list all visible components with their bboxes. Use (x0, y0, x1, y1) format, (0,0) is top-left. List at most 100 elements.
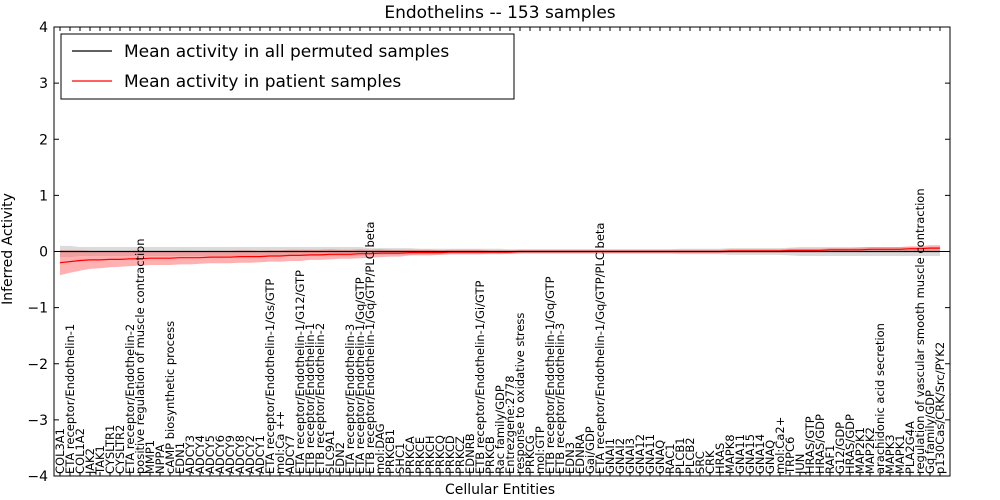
x-tick-label: HRAS/GDP (843, 414, 857, 474)
x-tick-label: GNA12 (633, 434, 647, 474)
x-tick-label: EDN3 (563, 442, 577, 474)
x-tick-label: G12/GDP (833, 422, 847, 474)
x-tick-label: TAK1 (93, 445, 107, 475)
legend-box (60, 33, 515, 100)
x-tick-label: GNA11 (643, 434, 657, 474)
x-tick-label: JUN (793, 454, 807, 475)
x-tick-label: CRK (703, 450, 717, 474)
x-tick-label: PRKCH (423, 435, 437, 474)
x-tick-label: ETB receptor/Endothelin-2 (313, 323, 327, 474)
x-tick-label: NPPA (153, 444, 167, 474)
x-tick-label: CYSLTR2 (113, 425, 127, 474)
x-tick-label: ETB receptor/Endothelin-1/Gq/GTP/PLC bet… (363, 222, 377, 474)
x-tick-label: mol:Ca2+ (773, 417, 787, 474)
x-tick-label: MAP2K1 (853, 427, 867, 474)
x-tick-label: regulation of vascular smooth muscle con… (913, 188, 927, 474)
x-tick-label: Gai/GDP (583, 426, 597, 474)
y-tick-label: 4 (39, 20, 48, 36)
x-tick-label: EDNRB (463, 433, 477, 474)
x-tick-label: JAK2 (83, 448, 97, 475)
x-tick-label: response to oxidative stress (513, 313, 527, 474)
x-tick-label: PLCB2 (683, 437, 697, 474)
x-tick-label: ETB receptor/Endothelin-3 (553, 323, 567, 474)
x-tick-label: SLC9A1 (323, 430, 337, 474)
x-tick-label: HRAS/GTP (803, 416, 817, 474)
x-tick-label: ADCY9 (223, 435, 237, 474)
x-tick-label: ADCY1 (253, 435, 267, 474)
x-tick-label: EDN1 (173, 442, 187, 474)
x-tick-label: PRKCB1 (383, 429, 397, 474)
x-tick-label: RAF1 (823, 445, 837, 474)
x-tick-label: PRKCQ (433, 435, 447, 474)
x-tick-label: arachidonic acid secretion (873, 323, 887, 474)
x-tick-label: EDNRA (573, 434, 587, 474)
x-tick-label: GNAI2 (613, 438, 627, 474)
x-tick-label: SRC (693, 451, 707, 474)
x-tick-label: ETA receptor/Endothelin-1/Gq/GTP (353, 277, 367, 474)
chart-title: Endothelins -- 153 samples (384, 3, 615, 23)
x-tick-label: GNAQ (763, 440, 777, 474)
x-tick-label: MAPK3 (883, 434, 897, 474)
legend-label-permuted: Mean activity in all permuted samples (124, 42, 449, 62)
y-tick-label: 3 (39, 76, 48, 92)
x-tick-label: Rac family/GDP (493, 385, 507, 474)
x-tick-label: ADCY8 (233, 435, 247, 474)
x-tick-label: ETA receptor/Endothelin-1/Gs/GTP (263, 279, 277, 474)
x-tick-label: MAPK1 (893, 434, 907, 474)
x-tick-label: ETB receptor/Endothelin-1/Gq/GTP (543, 276, 557, 474)
x-tick-label: PRKCG (523, 435, 537, 474)
x-axis-label: Cellular Entities (445, 482, 555, 498)
y-tick-label: 0 (39, 245, 48, 261)
x-tick-label: RAC1 (663, 443, 677, 474)
x-tick-label: SHC1 (393, 443, 407, 474)
x-tick-label: ADCY6 (213, 435, 227, 474)
x-tick-label: CYSLTR1 (103, 425, 117, 474)
x-tick-label: cAMP biosynthetic process (163, 321, 177, 474)
x-tick-label: GNA15 (743, 434, 757, 474)
x-tick-label: positive regulation of muscle contractio… (133, 238, 147, 474)
x-tick-label: MMP1 (143, 440, 157, 474)
x-tick-label: PRKCD (443, 435, 457, 474)
x-tick-label: GNA14 (753, 434, 767, 474)
x-tick-label: PRKCE (413, 437, 427, 474)
x-tick-label: GNAI3 (623, 438, 637, 474)
x-tick-label: ETB receptor/Endothelin-1/Gi/GTP (473, 280, 487, 474)
x-tick-label: ETA receptor/Endothelin-3 (343, 324, 357, 474)
y-tick-label: 2 (39, 132, 48, 148)
band-series-1 (60, 245, 940, 276)
x-tick-label: ETA receptor/Endothelin-1/Gq/GTP/PLC bet… (593, 223, 607, 474)
y-axis-label: Inferred Activity (0, 193, 16, 305)
x-tick-label: ETA receptor/Endothelin-1 (63, 324, 77, 474)
x-tick-label: ADCY4 (193, 435, 207, 474)
y-tick-label: −3 (27, 413, 48, 429)
x-tick-label: PLCB1 (673, 437, 687, 474)
legend: Mean activity in all permuted samples Me… (60, 33, 515, 100)
x-tick-label: PRKCB (483, 436, 497, 474)
x-tick-label: GNAI1 (603, 438, 617, 474)
x-tick-label: ADCY3 (183, 435, 197, 474)
x-tick-label: mol:Ca ++ (273, 411, 287, 474)
x-tick-label: p130Cas/CRK/Src/PYK2 (933, 342, 947, 474)
x-tick-label: Gq family/GDP (923, 390, 937, 474)
y-axis-ticks: −4 −3 −2 −1 0 1 2 3 4 (27, 20, 950, 485)
x-tick-label: ETB receptor/Endothelin-1 (303, 323, 317, 474)
x-tick-label: GNAQ (653, 440, 667, 474)
x-tick-label: Entrezgene:2778 (503, 375, 517, 474)
y-tick-label: −4 (27, 469, 48, 485)
y-tick-label: −1 (27, 301, 48, 317)
x-tick-label: mol:DAG (373, 423, 387, 474)
x-tick-label: mol:GTP (533, 426, 547, 474)
legend-label-patient: Mean activity in patient samples (124, 72, 401, 92)
x-tick-label: MAPK8 (723, 434, 737, 474)
line-series-1 (59, 247, 940, 264)
x-tick-label: TRPC6 (783, 437, 797, 475)
x-tick-label: GNA11 (733, 434, 747, 474)
y-tick-label: 1 (39, 188, 48, 204)
x-tick-label: PRKCZ (453, 436, 467, 474)
x-tick-label: PRKCA (403, 436, 417, 474)
x-tick-label: HRAS (713, 443, 727, 474)
x-tick-label: ADCY2 (243, 435, 257, 474)
y-tick-label: −2 (27, 357, 48, 373)
x-tick-label: ETA receptor/Endothelin-1/G12/GTP (293, 270, 307, 474)
